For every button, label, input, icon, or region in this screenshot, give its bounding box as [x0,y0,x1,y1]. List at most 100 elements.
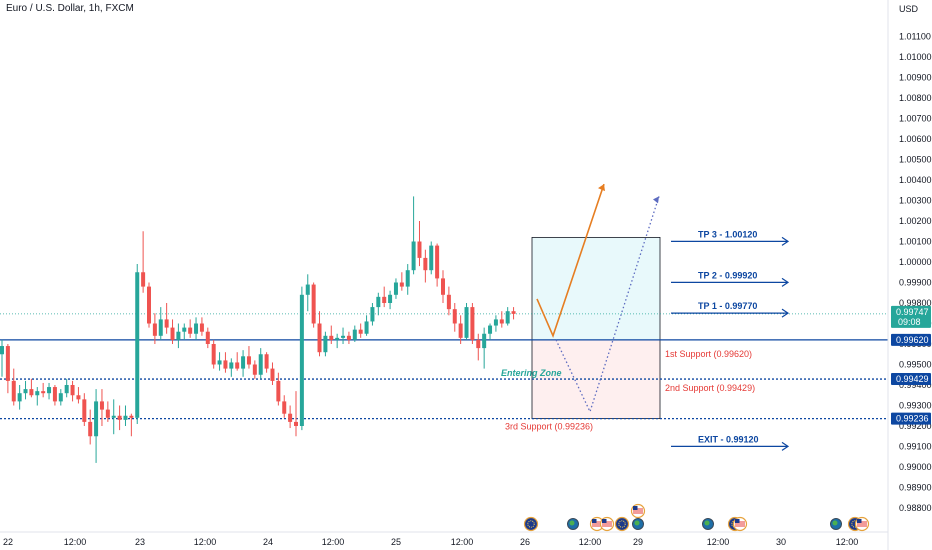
chart-title: Euro / U.S. Dollar, 1h, FXCM [6,3,134,14]
candle [382,286,387,308]
candle [276,372,281,406]
globe-icon[interactable] [702,518,714,530]
candle [29,378,34,398]
candle [23,380,28,400]
time-tick-label: 30 [776,537,786,547]
countdown-value: 09:08 [898,317,921,327]
arrow-head-icon [653,196,659,204]
candle [493,315,498,332]
price-tag: 0.99429 [891,373,931,386]
time-tick-label: 12:00 [64,537,87,547]
candle [264,352,269,373]
time-tick-label: 12:00 [579,537,602,547]
price-tick-label: 0.99500 [899,360,932,370]
eu-flag-icon[interactable] [614,516,630,532]
candle [194,317,199,340]
candle [393,278,398,299]
price-tick-label: 1.00200 [899,216,932,226]
candle [476,333,481,361]
tp2-target-arrow [671,277,790,287]
candle [452,303,457,332]
time-tick-label: 22 [3,537,13,547]
exit-label: EXIT - 0.99120 [698,434,759,444]
support-lines [0,339,888,420]
globe-icon[interactable] [830,518,842,530]
candle [158,307,163,340]
support3-label: 3rd Support (0.99236) [505,422,593,432]
candle [258,348,263,379]
candle [76,387,81,404]
time-tick-label: 29 [633,537,643,547]
candle [305,274,310,312]
candle [441,270,445,303]
candle [288,405,293,429]
us-flag-icon[interactable] [599,516,615,532]
candle [482,327,487,369]
price-tick-label: 0.99300 [899,401,932,411]
price-tick-label: 1.00900 [899,73,932,83]
candle [170,319,175,344]
us-flag-icon[interactable] [630,503,646,519]
candle [94,389,99,463]
candle [47,382,52,400]
candle [499,311,504,328]
candle [105,401,110,422]
eu-flag-icon[interactable] [523,516,539,532]
price-tick-label: 1.00800 [899,93,932,103]
price-tick-label: 0.99800 [899,298,932,308]
candle [82,393,87,426]
candle [405,264,410,295]
candle [17,385,22,410]
time-axis[interactable]: 22 12:00 23 12:00 24 12:00 25 12:00 26 12:00 29 12:… [3,537,858,547]
support1-label: 1st Support (0.99620) [665,349,752,359]
candle [123,405,128,426]
price-tick-label: 0.99100 [899,442,932,452]
candle [88,409,93,445]
bullish-projection-arrow [536,183,605,339]
price-tick-label: 1.00000 [899,257,932,267]
us-flag-icon[interactable] [732,516,748,532]
candle [446,286,451,316]
time-tick-label: 12:00 [707,537,730,547]
candle [311,282,316,328]
price-axis[interactable]: 1.01100 1.01000 1.00900 1.00800 1.00700 1.006… [899,32,932,514]
candle [164,303,169,334]
candle [335,333,340,349]
time-tick-label: 23 [135,537,145,547]
candle [358,323,363,338]
globe-icon[interactable] [632,518,644,530]
candle [141,231,146,293]
candle [252,360,257,379]
price-tick-label: 0.99000 [899,462,932,472]
candle [35,387,40,406]
candle [52,385,57,406]
economic-events-row [523,503,870,532]
currency-label: USD [899,4,919,14]
candle [294,391,298,437]
tp2-label: TP 2 - 0.99920 [698,270,757,280]
price-tick-label: 1.00700 [899,114,932,124]
tp1-label: TP 1 - 0.99770 [698,301,757,311]
price-tick-label: 0.99200 [899,421,932,431]
candle [0,339,4,377]
candle [111,399,116,435]
candle [370,303,375,326]
candle [435,243,440,287]
candle [176,323,181,349]
candle [135,264,140,424]
globe-icon[interactable] [567,518,579,530]
candle [364,315,369,336]
us-flag-icon[interactable] [854,516,870,532]
candle [341,327,346,344]
price-tick-label: 1.00600 [899,134,932,144]
price-tick-label: 1.00400 [899,175,932,185]
candle [323,331,328,357]
candle [488,323,493,340]
candle [458,315,463,344]
candles [0,196,516,463]
candle [464,303,469,340]
candle [129,413,134,437]
svg-text:0.99236: 0.99236 [896,414,929,424]
